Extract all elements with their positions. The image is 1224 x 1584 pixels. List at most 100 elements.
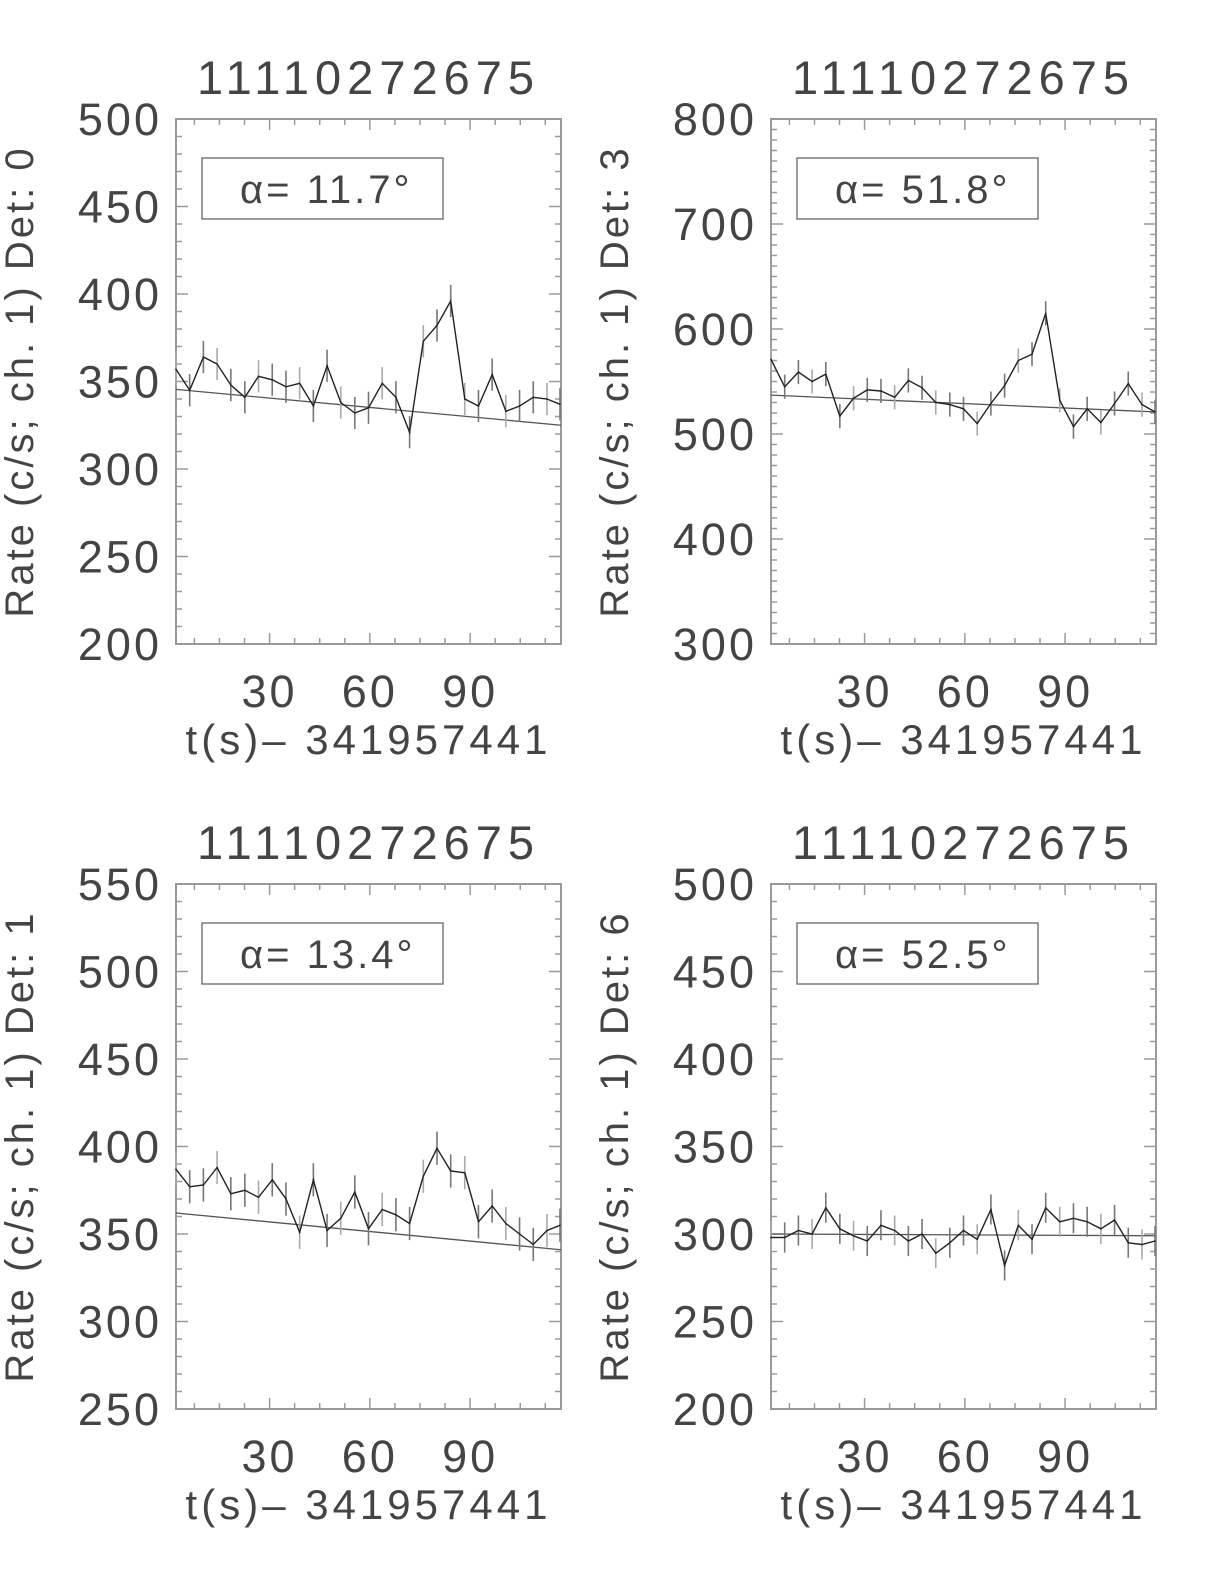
data-point — [948, 1241, 951, 1244]
y-tick-label: 350 — [673, 1122, 757, 1173]
data-point — [367, 406, 370, 409]
data-point — [962, 408, 965, 410]
data-point — [271, 1178, 274, 1181]
data-point — [880, 1224, 882, 1227]
x-tick-label: 30 — [837, 666, 893, 717]
y-tick-label: 600 — [673, 304, 757, 355]
legend-text: α= 52.5° — [835, 933, 1010, 977]
data-point — [893, 396, 896, 399]
data-point — [797, 1229, 800, 1232]
data-point — [948, 403, 951, 406]
x-tick-label: 60 — [342, 1431, 398, 1482]
data-point — [216, 1166, 218, 1169]
data-point — [770, 1236, 772, 1239]
y-tick-label: 250 — [78, 1384, 162, 1435]
data-point — [811, 380, 813, 383]
x-axis-label: t(s)– 341957441 — [186, 1481, 552, 1528]
data-point — [257, 375, 260, 378]
data-point — [244, 1189, 246, 1192]
data-point — [1031, 353, 1033, 356]
x-tick-label: 60 — [937, 666, 993, 717]
data-point — [852, 1234, 855, 1237]
data-point — [188, 1185, 191, 1188]
data-point — [395, 1213, 397, 1216]
data-point — [559, 403, 561, 406]
data-point — [825, 1206, 827, 1209]
data-point — [1072, 1217, 1075, 1220]
y-axis-label: Rate (c/s; ch. 1) Det: 0 — [0, 145, 42, 617]
data-point — [491, 1205, 493, 1207]
y-tick-label: 450 — [78, 182, 162, 233]
data-point — [436, 324, 438, 327]
data-point — [202, 356, 205, 358]
data-point — [907, 379, 910, 382]
data-point — [1086, 1220, 1088, 1223]
data-point — [449, 1170, 452, 1172]
data-point — [1017, 1224, 1020, 1227]
y-tick-label: 500 — [78, 947, 162, 998]
data-point — [1154, 411, 1156, 413]
data-point — [175, 368, 177, 371]
data-point — [395, 396, 397, 399]
data-point — [353, 412, 356, 414]
data-point — [1141, 403, 1143, 406]
panel-1: 11110272675 Rate (c/s; ch. 1) Det: 3 t(s)–… — [593, 51, 1157, 763]
data-point — [1072, 425, 1075, 428]
y-tick-label: 400 — [78, 1122, 162, 1173]
legend-text: α= 51.8° — [835, 168, 1010, 212]
data-point — [990, 1208, 992, 1211]
data-point — [1058, 399, 1061, 402]
x-axis-label: t(s)– 341957441 — [781, 1481, 1147, 1528]
x-tick-label: 30 — [242, 666, 298, 717]
y-tick-label: 800 — [673, 94, 757, 145]
data-point — [976, 422, 979, 425]
data-point — [216, 363, 218, 365]
data-point — [381, 382, 384, 385]
legend-box — [201, 157, 444, 220]
y-tick-label: 300 — [673, 619, 757, 670]
y-tick-label: 200 — [673, 1384, 757, 1435]
data-point — [907, 1240, 910, 1242]
y-tick-label: 250 — [78, 532, 162, 583]
data-point — [367, 1227, 370, 1230]
y-tick-label: 300 — [673, 1209, 757, 1260]
data-point — [353, 1191, 356, 1193]
data-point — [962, 1229, 965, 1232]
y-tick-label: 500 — [673, 409, 757, 460]
data-point — [783, 385, 786, 388]
data-point — [797, 371, 800, 373]
y-axis-label: Rate (c/s; ch. 1) Det: 6 — [593, 910, 637, 1382]
data-point — [532, 1243, 535, 1246]
data-point — [1127, 382, 1130, 385]
data-point — [893, 1229, 896, 1232]
data-point — [463, 1171, 466, 1174]
data-point — [866, 1240, 869, 1242]
data-point — [1017, 359, 1020, 362]
data-point — [976, 1238, 979, 1241]
y-tick-label: 350 — [78, 1209, 162, 1260]
data-point — [202, 1184, 205, 1186]
data-point — [1141, 1243, 1143, 1246]
data-point — [230, 1192, 232, 1195]
data-point — [339, 401, 342, 404]
y-tick-label: 300 — [78, 1297, 162, 1348]
data-point — [1003, 384, 1006, 387]
y-tick-label: 300 — [78, 444, 162, 495]
panel-2: 11110272675 Rate (c/s; ch. 1) Det: 1 t(s)–… — [0, 816, 562, 1528]
x-axis-label: t(s)– 341957441 — [186, 716, 552, 763]
y-tick-label: 400 — [673, 514, 757, 565]
data-point — [449, 300, 452, 302]
data-point — [921, 387, 923, 389]
data-point — [477, 405, 480, 407]
x-tick-label: 90 — [442, 1431, 498, 1482]
legend-box — [796, 157, 1039, 220]
data-point — [811, 1233, 813, 1235]
data-point — [990, 402, 992, 405]
legend-box — [796, 922, 1039, 985]
x-tick-label: 90 — [1037, 666, 1093, 717]
data-point — [312, 405, 315, 407]
legend-text: α= 13.4° — [240, 933, 415, 977]
x-tick-label: 30 — [242, 1431, 298, 1482]
y-axis-label: Rate (c/s; ch. 1) Det: 3 — [593, 145, 637, 617]
